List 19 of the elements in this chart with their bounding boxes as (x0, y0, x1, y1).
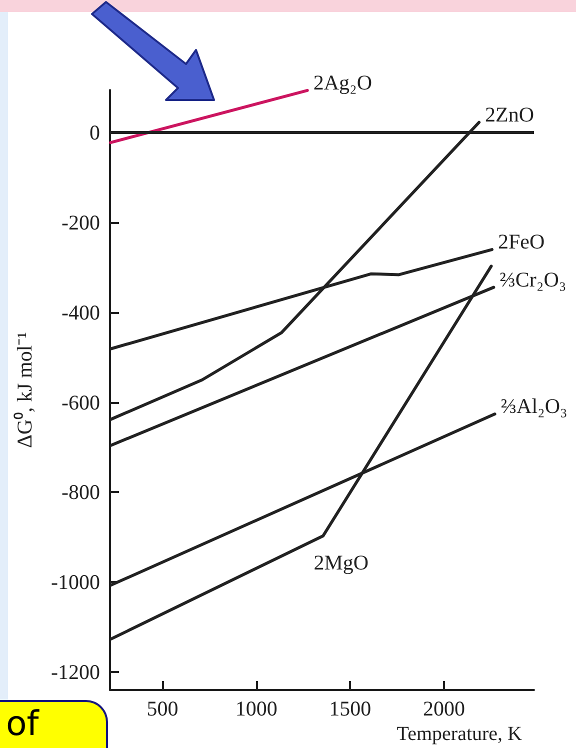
annotation: ⅔Cr₂O₃ (500, 267, 566, 292)
annotation: 2ZnO (485, 102, 534, 126)
y-tick-label: -600 (62, 390, 100, 414)
annotation: 2Ag₂O (313, 70, 372, 94)
y-axis-title: ΔG⁰, kJ mol⁻¹ (12, 332, 36, 448)
x-tick-label: 2000 (422, 696, 465, 720)
x-tick-label: 500 (146, 696, 178, 720)
x-tick-label: 1000 (235, 696, 278, 720)
x-tick-label: 1500 (329, 696, 372, 720)
annotation: 2MgO (314, 550, 369, 574)
y-tick-label: -200 (62, 210, 100, 235)
y-tick-label: -800 (62, 480, 100, 504)
x-axis-title: Temperature, K (396, 723, 523, 745)
annotation: 2FeO (498, 230, 545, 254)
y-tick-label: -400 (62, 300, 100, 324)
annotation: ⅔Al₂O₃ (500, 394, 568, 418)
y-tick-label: 0 (90, 120, 100, 145)
y-tick-label: -1200 (51, 660, 100, 684)
y-tick-label: -1000 (51, 570, 100, 594)
